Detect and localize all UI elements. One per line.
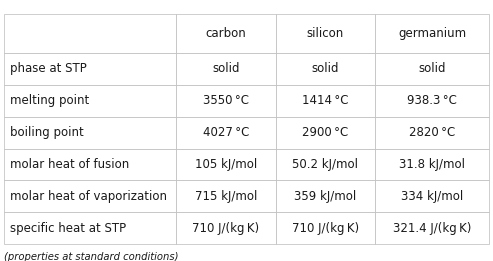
Text: (properties at standard conditions): (properties at standard conditions) xyxy=(4,252,178,261)
Bar xyxy=(375,85,489,117)
Text: 334 kJ/mol: 334 kJ/mol xyxy=(401,190,463,203)
Text: 50.2 kJ/mol: 50.2 kJ/mol xyxy=(292,158,358,171)
Text: phase at STP: phase at STP xyxy=(10,62,87,75)
Bar xyxy=(176,212,276,244)
Text: germanium: germanium xyxy=(398,27,466,40)
Text: solid: solid xyxy=(418,62,446,75)
Bar xyxy=(276,85,375,117)
Bar xyxy=(176,149,276,180)
Text: melting point: melting point xyxy=(10,94,89,107)
Bar xyxy=(276,212,375,244)
Bar xyxy=(375,180,489,212)
Bar xyxy=(4,149,176,180)
Text: specific heat at STP: specific heat at STP xyxy=(10,222,126,235)
Text: solid: solid xyxy=(212,62,240,75)
Bar xyxy=(375,149,489,180)
Text: 710 J/(kg K): 710 J/(kg K) xyxy=(192,222,259,235)
Bar xyxy=(4,117,176,149)
Text: 1414 °C: 1414 °C xyxy=(302,94,349,107)
Text: 3550 °C: 3550 °C xyxy=(203,94,249,107)
Bar xyxy=(375,14,489,53)
Bar xyxy=(4,85,176,117)
Text: 4027 °C: 4027 °C xyxy=(203,126,249,139)
Text: silicon: silicon xyxy=(307,27,344,40)
Bar xyxy=(176,180,276,212)
Bar xyxy=(276,53,375,85)
Bar xyxy=(4,212,176,244)
Bar xyxy=(375,212,489,244)
Text: 105 kJ/mol: 105 kJ/mol xyxy=(195,158,257,171)
Bar xyxy=(375,117,489,149)
Bar xyxy=(276,180,375,212)
Text: 359 kJ/mol: 359 kJ/mol xyxy=(294,190,356,203)
Text: carbon: carbon xyxy=(206,27,246,40)
Text: 710 J/(kg K): 710 J/(kg K) xyxy=(292,222,359,235)
Bar xyxy=(176,117,276,149)
Bar xyxy=(176,53,276,85)
Text: 321.4 J/(kg K): 321.4 J/(kg K) xyxy=(393,222,471,235)
Bar xyxy=(4,14,176,53)
Bar xyxy=(4,53,176,85)
Bar xyxy=(276,14,375,53)
Text: solid: solid xyxy=(312,62,339,75)
Text: 2820 °C: 2820 °C xyxy=(409,126,455,139)
Bar xyxy=(276,117,375,149)
Text: 31.8 kJ/mol: 31.8 kJ/mol xyxy=(399,158,465,171)
Text: 715 kJ/mol: 715 kJ/mol xyxy=(195,190,257,203)
Bar xyxy=(276,149,375,180)
Bar xyxy=(176,14,276,53)
Text: 938.3 °C: 938.3 °C xyxy=(407,94,457,107)
Text: boiling point: boiling point xyxy=(10,126,84,139)
Bar xyxy=(176,85,276,117)
Bar xyxy=(4,180,176,212)
Bar xyxy=(375,53,489,85)
Text: molar heat of vaporization: molar heat of vaporization xyxy=(10,190,167,203)
Text: 2900 °C: 2900 °C xyxy=(302,126,349,139)
Text: molar heat of fusion: molar heat of fusion xyxy=(10,158,129,171)
